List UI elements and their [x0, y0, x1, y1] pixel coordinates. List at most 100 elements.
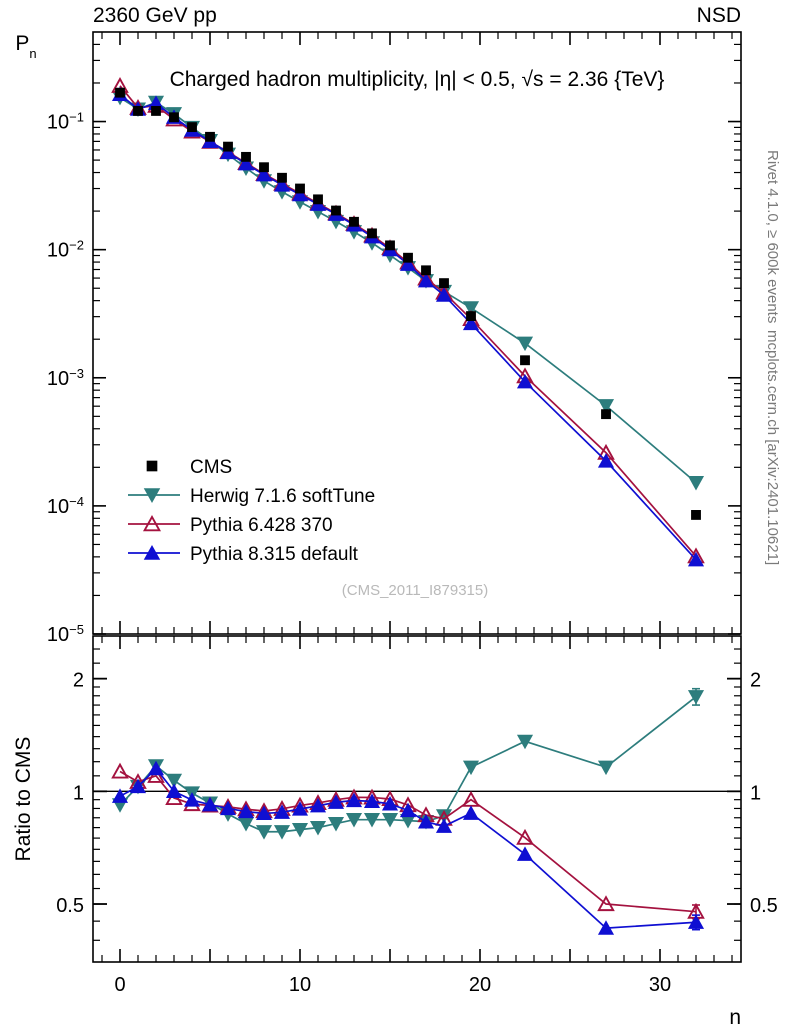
ratio-series-marker — [516, 828, 534, 845]
main-series-marker — [277, 172, 287, 183]
main-series-line — [119, 96, 697, 484]
x-tick-label: 20 — [469, 974, 491, 996]
ratio-series-marker — [237, 816, 255, 832]
main-series-marker — [687, 475, 705, 491]
main-series-marker — [367, 228, 377, 239]
x-axis-label: n — [729, 1006, 741, 1024]
legend-label-3: Pythia 8.315 default — [190, 544, 359, 565]
main-series-marker — [331, 205, 341, 216]
main-series-marker — [435, 287, 453, 302]
ratio-series-marker — [273, 804, 291, 819]
y-tick-label-ratio-left: 0.5 — [56, 895, 84, 917]
header-right-label: NSD — [697, 4, 741, 27]
main-panel-title: Charged hadron multiplicity, |η| < 0.5, … — [170, 68, 665, 91]
y-tick-label-ratio-left: 1 — [73, 782, 84, 804]
ratio-series-marker — [327, 816, 345, 832]
ratio-series-marker — [516, 734, 534, 750]
x-tick-label: 0 — [114, 974, 125, 996]
y-tick-label-main: 10−2 — [47, 237, 84, 262]
main-series-marker — [313, 194, 323, 205]
y-tick-label-main: 10−4 — [47, 493, 84, 518]
ratio-series-marker — [291, 801, 309, 816]
y-tick-label-ratio-right: 2 — [750, 670, 761, 692]
ratio-series-marker — [255, 825, 273, 840]
ratio-series-marker — [417, 813, 435, 829]
x-tick-label: 30 — [649, 974, 671, 996]
ratio-series-marker — [327, 794, 345, 809]
ratio-panel-frame — [92, 635, 742, 963]
ratio-series-marker — [597, 920, 615, 935]
main-series-marker — [237, 155, 255, 171]
ratio-series-marker — [291, 823, 309, 838]
main-series-marker — [399, 256, 417, 271]
main-series-marker — [601, 409, 611, 420]
ratio-series-marker — [147, 760, 165, 776]
main-series-marker — [516, 373, 534, 389]
legend-label-1: Herwig 7.1.6 softTune — [190, 486, 375, 507]
main-series-marker — [466, 311, 476, 322]
main-series-marker — [133, 106, 143, 116]
y-tick-label-ratio-right: 1 — [750, 782, 761, 804]
ratio-series-marker — [219, 800, 237, 816]
main-panel-frame — [92, 31, 742, 635]
y-tick-label-ratio-right: 0.5 — [750, 895, 778, 917]
main-series-marker — [151, 106, 161, 116]
main-series-marker — [597, 399, 615, 414]
ratio-series-line — [119, 770, 697, 913]
main-series-marker — [273, 177, 291, 192]
ratio-series-marker — [129, 778, 147, 794]
legend-label-2: Pythia 6.428 370 — [190, 515, 333, 536]
side-text-rivet: Rivet 4.1.0, ≥ 600k events — [764, 150, 781, 323]
main-series-marker — [520, 355, 530, 366]
analysis-watermark: (CMS_2011_I879315) — [342, 582, 488, 599]
ratio-series-marker — [435, 818, 453, 833]
ratio-series-marker — [597, 760, 615, 776]
y-tick-label-ratio-left: 2 — [73, 670, 84, 692]
main-series-marker — [462, 315, 480, 331]
ratio-series-marker — [363, 793, 381, 809]
header-left-label: 2360 GeV pp — [93, 4, 217, 27]
main-series-marker — [421, 265, 431, 276]
y-axis-label-ratio: Ratio to CMS — [12, 737, 35, 862]
main-series-marker — [255, 166, 273, 182]
main-series-marker — [169, 112, 179, 123]
ratio-series-marker — [381, 795, 399, 811]
ratio-series-marker — [183, 792, 201, 807]
ratio-series-marker — [687, 914, 705, 929]
legend-marker-1 — [143, 488, 161, 504]
main-series-marker — [219, 144, 237, 160]
ratio-series-marker — [462, 805, 480, 820]
ratio-series-marker — [363, 813, 381, 828]
ratio-series-marker — [687, 690, 705, 705]
ratio-series-marker — [237, 803, 255, 819]
main-series-marker — [691, 510, 701, 520]
main-series-marker — [462, 301, 480, 316]
ratio-series-marker — [255, 805, 273, 821]
ratio-series-marker — [345, 792, 363, 808]
legend-marker-0 — [146, 460, 158, 472]
x-tick-label: 10 — [289, 974, 311, 996]
main-series-marker — [687, 551, 705, 567]
ratio-series-marker — [147, 767, 165, 783]
main-series-marker — [439, 278, 449, 289]
legend-marker-2 — [142, 515, 162, 532]
main-series-marker — [597, 453, 615, 468]
main-series-marker — [349, 216, 359, 227]
legend-marker-3 — [143, 544, 161, 560]
ratio-series-marker — [273, 825, 291, 840]
y-tick-label-main: 10−1 — [47, 109, 84, 134]
y-tick-label-main: 10−3 — [47, 365, 84, 390]
main-series-marker — [291, 186, 309, 202]
main-series-marker — [259, 162, 269, 173]
main-series-marker — [223, 141, 233, 152]
ratio-series-marker — [165, 773, 183, 789]
main-series-marker — [115, 87, 125, 98]
side-text-mcplots: mcplots.cern.ch [arXiv:2401.10621] — [764, 330, 781, 565]
ratio-series-marker — [111, 788, 129, 803]
ratio-series-marker — [309, 820, 327, 836]
ratio-series-marker — [381, 813, 399, 828]
ratio-series-marker — [201, 796, 219, 812]
ratio-series-marker — [345, 813, 363, 828]
